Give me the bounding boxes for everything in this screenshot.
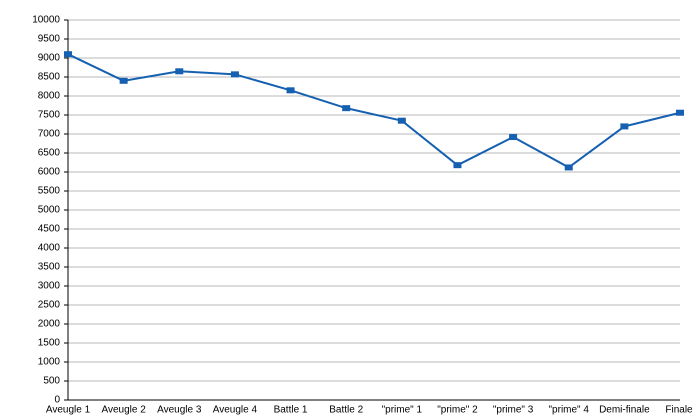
y-tick-label: 0 bbox=[54, 395, 60, 406]
y-tick-label: 8000 bbox=[38, 91, 61, 102]
marker bbox=[509, 134, 518, 141]
marker bbox=[119, 77, 128, 84]
line bbox=[67, 53, 681, 169]
marker bbox=[397, 117, 406, 124]
x-tick-label: "prime" 2 bbox=[437, 405, 478, 416]
y-tick-label: 1000 bbox=[38, 357, 61, 368]
y-tick-label: 2500 bbox=[38, 300, 61, 311]
x-tick-label: Demi-finale bbox=[599, 405, 650, 416]
x-tick-label: "prime" 4 bbox=[549, 405, 590, 416]
y-tick-label: 5500 bbox=[38, 186, 61, 197]
y-tick-label: 4000 bbox=[38, 243, 61, 254]
x-tick-label: Aveugle 4 bbox=[213, 405, 258, 416]
marker bbox=[676, 109, 684, 116]
marker bbox=[175, 68, 184, 75]
y-tick-label: 4500 bbox=[38, 224, 61, 235]
y-tick-label: 9500 bbox=[38, 34, 61, 45]
y-tick-label: 7500 bbox=[38, 110, 61, 121]
x-tick-label: "prime" 3 bbox=[493, 405, 534, 416]
marker bbox=[64, 51, 72, 58]
marker bbox=[230, 71, 239, 78]
y-tick-label: 6000 bbox=[38, 167, 61, 178]
y-tick-label: 8500 bbox=[38, 72, 61, 83]
marker bbox=[342, 105, 351, 112]
x-tick-label: "prime" 1 bbox=[382, 405, 423, 416]
y-tick-label: 3000 bbox=[38, 281, 61, 292]
x-tick-label: Aveugle 1 bbox=[46, 405, 91, 416]
y-tick-label: 6500 bbox=[38, 148, 61, 159]
x-tick-label: Aveugle 3 bbox=[157, 405, 202, 416]
y-tick-label: 9000 bbox=[38, 53, 61, 64]
x-tick-label: Aveugle 2 bbox=[101, 405, 146, 416]
marker bbox=[564, 164, 573, 171]
y-tick-label: 5000 bbox=[38, 205, 61, 216]
marker bbox=[453, 162, 462, 169]
x-tick-label: Finale bbox=[665, 405, 693, 416]
y-tick-label: 2000 bbox=[38, 319, 61, 330]
y-tick-label: 1500 bbox=[38, 338, 61, 349]
y-tick-label: 7000 bbox=[38, 129, 61, 140]
x-tick-label: Battle 1 bbox=[274, 405, 308, 416]
x-tick-label: Battle 2 bbox=[329, 405, 363, 416]
y-tick-label: 3500 bbox=[38, 262, 61, 273]
marker bbox=[286, 87, 295, 94]
marker bbox=[620, 123, 629, 130]
y-tick-label: 500 bbox=[43, 376, 60, 387]
y-tick-label: 10000 bbox=[32, 15, 60, 26]
